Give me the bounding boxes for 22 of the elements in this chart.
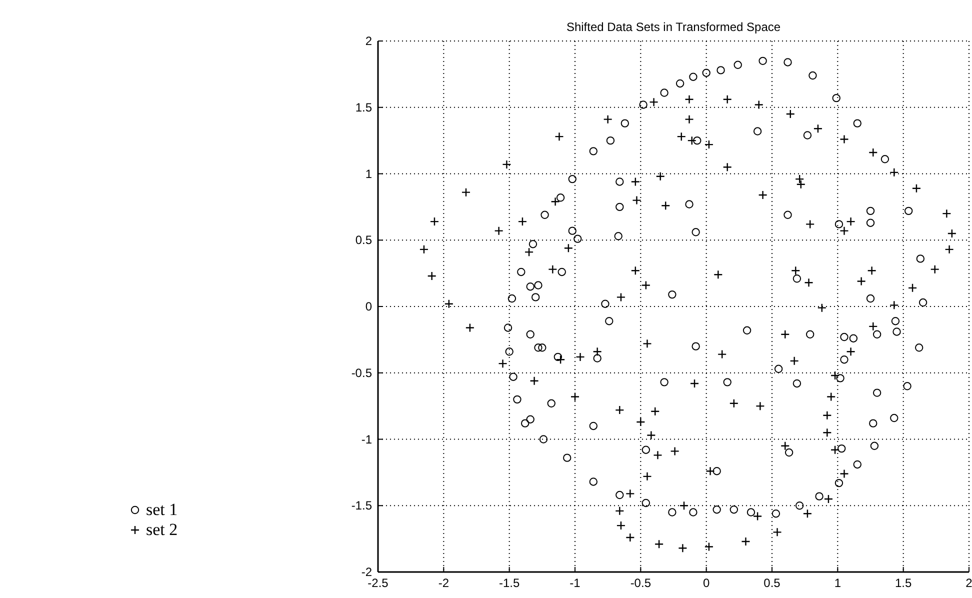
x-tick-label: -2.5 [368, 576, 389, 590]
x-tick-label: 1.5 [894, 576, 912, 590]
x-tick-label: 2 [966, 576, 972, 590]
x-tick-label: 1 [834, 576, 842, 590]
y-tick-label: -1.5 [351, 498, 372, 513]
y-tick-label: 0.5 [355, 233, 372, 248]
x-tick-label: -2 [438, 576, 450, 590]
y-tick-label: 1 [365, 166, 372, 181]
x-tick-label: -0.5 [630, 576, 652, 590]
y-tick-label: -0.5 [351, 366, 372, 380]
x-tick-label: 0 [702, 576, 710, 590]
y-tick-label: -2 [361, 565, 372, 579]
legend-label: set 2 [146, 520, 178, 539]
x-tick-label: -1.5 [498, 576, 520, 590]
y-tick-label: 1.5 [355, 100, 372, 114]
x-tick-label: 0.5 [764, 576, 781, 590]
legend-label: set 1 [146, 500, 178, 519]
y-tick-label: 2 [365, 34, 372, 48]
y-tick-label: 0 [365, 300, 372, 314]
x-tick-label: -1 [570, 576, 581, 590]
chart-title: Shifted Data Sets in Transformed Space [566, 20, 781, 34]
y-tick-label: -1 [361, 432, 372, 446]
